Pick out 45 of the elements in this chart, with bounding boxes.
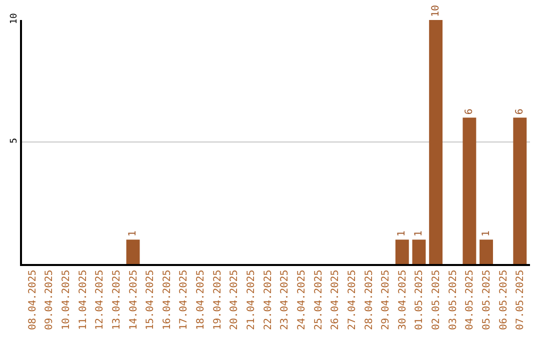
- x-tick-label: 21.04.2025: [246, 270, 258, 330]
- x-tick-label: 02.05.2025: [431, 270, 442, 330]
- x-tick-label: 25.04.2025: [313, 270, 324, 330]
- x-tick-label: 04.05.2025: [464, 270, 476, 330]
- x-tick-label: 20.04.2025: [229, 270, 240, 330]
- x-tick-label: 17.04.2025: [178, 270, 190, 330]
- x-tick-label: 10.04.2025: [60, 270, 72, 330]
- bar: [412, 240, 426, 264]
- x-tick-label: 11.04.2025: [78, 270, 89, 330]
- data-label: 6: [514, 108, 526, 115]
- x-tick-label: 05.05.2025: [482, 270, 493, 330]
- x-tick-label: 12.04.2025: [94, 270, 106, 330]
- x-tick-label: 22.04.2025: [262, 270, 274, 330]
- bar: [462, 118, 476, 264]
- bar: [513, 118, 527, 264]
- bar: [126, 240, 140, 264]
- data-label: 6: [464, 108, 475, 115]
- x-tick-label: 03.05.2025: [448, 270, 459, 330]
- x-tick-label: 26.04.2025: [330, 270, 342, 330]
- data-label: 10: [430, 4, 442, 17]
- data-label: 1: [413, 230, 424, 237]
- x-tick-label: 18.04.2025: [196, 270, 207, 330]
- x-tick-label: 27.04.2025: [346, 270, 358, 330]
- x-tick-label: 30.04.2025: [397, 270, 408, 330]
- x-tick-label: 19.04.2025: [212, 270, 224, 330]
- y-tick-label: 5: [10, 138, 20, 144]
- bar: [480, 240, 493, 264]
- x-tick-label: 28.04.2025: [364, 270, 375, 330]
- x-tick-label: 08.04.2025: [27, 270, 38, 330]
- x-tick-label: 29.04.2025: [380, 270, 392, 330]
- x-tick-label: 01.05.2025: [414, 270, 426, 330]
- x-tick-label: 23.04.2025: [280, 270, 291, 330]
- bar: [429, 20, 443, 264]
- x-tick-label: 13.04.2025: [111, 270, 122, 330]
- x-tick-label: 06.05.2025: [498, 270, 510, 330]
- data-label: 1: [128, 230, 139, 237]
- data-label: 1: [396, 230, 408, 237]
- x-tick-label: 15.04.2025: [145, 270, 156, 330]
- x-tick-label: 24.04.2025: [296, 270, 308, 330]
- bar: [395, 240, 409, 264]
- x-tick-label: 16.04.2025: [162, 270, 173, 330]
- data-label: 1: [480, 230, 492, 237]
- x-tick-label: 09.04.2025: [44, 270, 56, 330]
- x-tick-label: 07.05.2025: [515, 270, 526, 330]
- x-tick-label: 14.04.2025: [128, 270, 140, 330]
